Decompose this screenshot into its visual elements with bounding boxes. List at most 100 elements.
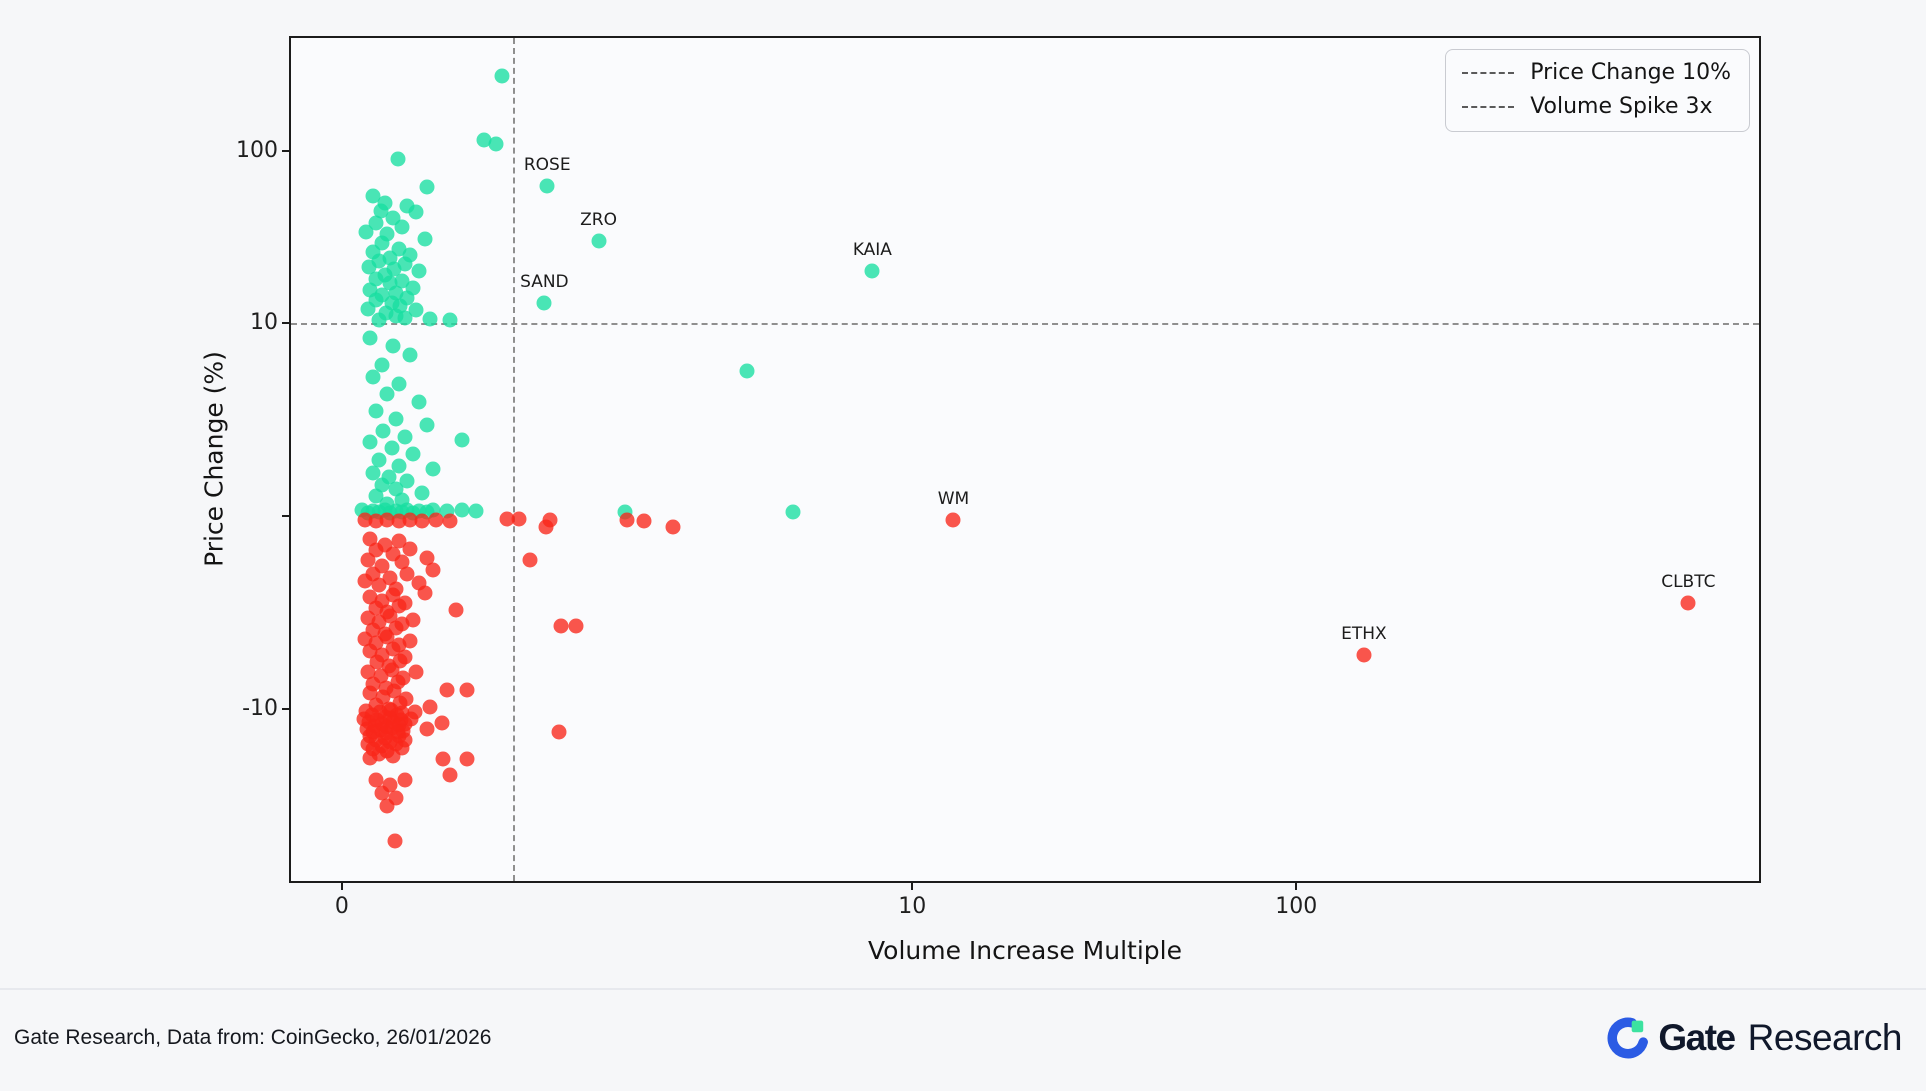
scatter-point — [368, 403, 384, 419]
point-label-zro: ZRO — [580, 209, 617, 230]
y-tick-label: 10 — [250, 309, 278, 335]
brand-research-text: Research — [1747, 1016, 1903, 1058]
legend-item-label: Volume Spike 3x — [1530, 94, 1713, 119]
scatter-point — [408, 302, 424, 318]
scatter-point — [538, 519, 554, 535]
gate-research-logo: Gate Research — [1607, 1016, 1903, 1059]
point-label-sand: SAND — [520, 272, 569, 293]
scatter-point — [408, 204, 424, 220]
y-tick-mark — [282, 150, 291, 153]
brand-gate-text: Gate — [1658, 1016, 1736, 1058]
scatter-point — [405, 446, 421, 462]
scatter-point — [442, 767, 458, 783]
scatter-point — [365, 465, 381, 481]
scatter-point — [434, 715, 450, 731]
scatter-point — [375, 423, 391, 439]
scatter-point — [402, 512, 418, 528]
scatter-point — [362, 330, 378, 346]
scatter-point — [399, 473, 415, 489]
scatter-point — [368, 513, 384, 529]
y-tick-label: -10 — [242, 695, 278, 721]
scatter-point — [411, 263, 427, 279]
scatter-point — [454, 432, 470, 448]
scatter-point — [568, 618, 584, 634]
scatter-point — [419, 550, 435, 566]
scatter-point — [402, 633, 418, 649]
y-tick-mark — [282, 514, 291, 517]
scatter-point — [522, 552, 538, 568]
scatter-point — [417, 585, 433, 601]
scatter-point — [439, 682, 455, 697]
scatter-point — [362, 531, 378, 547]
scatter-point — [371, 577, 387, 593]
scatter-point — [408, 664, 424, 680]
scatter-point — [360, 664, 376, 680]
scatter-point — [357, 512, 373, 528]
point-label-clbtc: CLBTC — [1661, 571, 1716, 592]
x-axis-label: Volume Increase Multiple — [868, 936, 1182, 965]
scatter-point — [374, 477, 390, 493]
scatter-point — [362, 589, 378, 605]
x-tick-label: 10 — [898, 894, 927, 919]
reference-line-vertical — [512, 38, 515, 881]
scatter-point — [388, 790, 404, 806]
scatter-point — [373, 203, 389, 219]
scatter-point-clbtc — [1680, 595, 1696, 611]
scatter-point — [425, 562, 441, 578]
scatter-point-zro — [591, 233, 607, 249]
scatter-point — [369, 654, 385, 670]
scatter-point — [385, 338, 401, 354]
scatter-point — [405, 612, 421, 628]
scatter-point — [388, 411, 404, 427]
scatter-point — [386, 683, 402, 699]
scatter-point — [619, 512, 635, 528]
legend: Price Change 10% Volume Spike 3x — [1445, 49, 1750, 132]
y-tick-label: 100 — [236, 138, 278, 164]
scatter-point — [488, 136, 504, 152]
x-tick-mark — [340, 881, 343, 890]
scatter-point — [476, 132, 492, 148]
gate-logo-icon — [1607, 1017, 1649, 1058]
dashed-line-icon — [1462, 105, 1515, 108]
scatter-point — [387, 833, 403, 849]
scatter-point — [368, 772, 384, 788]
scatter-point — [362, 434, 378, 450]
scatter-point — [358, 224, 374, 240]
scatter-point-sand — [536, 295, 552, 311]
scatter-point — [371, 312, 387, 328]
scatter-point — [365, 369, 381, 385]
scatter-point — [385, 748, 401, 764]
scatter-point — [394, 219, 410, 235]
legend-item-price-change: Price Change 10% — [1462, 60, 1731, 85]
scatter-point — [511, 511, 527, 527]
footer: Gate Research, Data from: CoinGecko, 26/… — [0, 988, 1926, 1091]
x-tick-mark — [911, 881, 914, 890]
scatter-point — [379, 629, 395, 645]
scatter-point — [384, 662, 400, 678]
point-label-wm: WM — [937, 488, 970, 509]
scatter-point — [468, 503, 484, 519]
scatter-point — [391, 376, 407, 392]
scatter-point — [499, 511, 515, 527]
scatter-point — [390, 151, 406, 167]
scatter-point — [362, 685, 378, 701]
scatter-point — [422, 311, 438, 327]
scatter-point — [402, 541, 418, 557]
scatter-point — [411, 394, 427, 410]
scatter-point — [357, 573, 373, 589]
scatter-point — [382, 608, 398, 624]
scatter-point — [385, 641, 401, 657]
scatter-point — [362, 750, 378, 766]
plot-area: Price Change 10% Volume Spike 3x ROSE ZRO… — [236, 36, 1761, 919]
legend-item-label: Price Change 10% — [1530, 60, 1731, 85]
scatter-point — [362, 643, 378, 659]
scatter-point — [665, 519, 681, 535]
y-axis-label: Price Change (%) — [199, 351, 229, 567]
scatter-point-ethx — [1356, 647, 1372, 663]
point-label-ethx: ETHX — [1341, 623, 1387, 644]
scatter-point — [553, 618, 569, 634]
scatter-point — [419, 417, 435, 433]
scatter-point — [494, 68, 510, 84]
scatter-point — [442, 513, 458, 529]
scatter-point — [551, 724, 567, 740]
